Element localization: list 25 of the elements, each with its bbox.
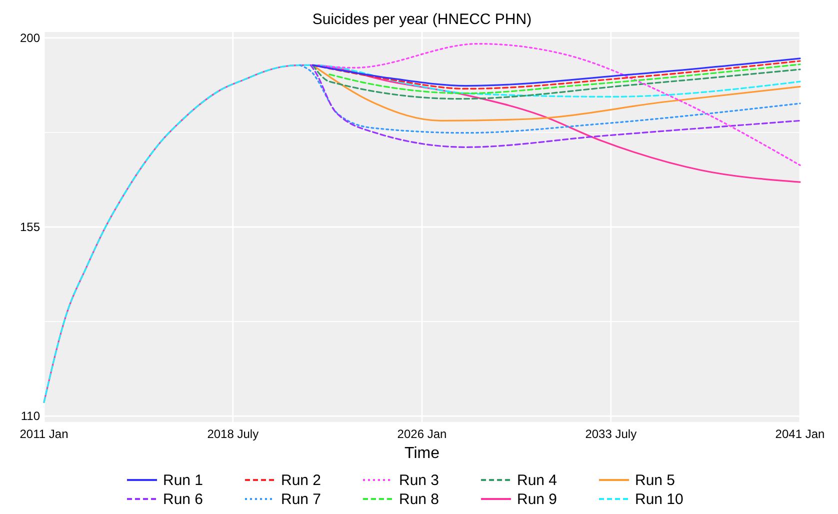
chart-title: Suicides per year (HNECC PHN) — [312, 11, 532, 28]
x-tick-label: 2026 Jan — [397, 427, 447, 441]
line-series — [43, 64, 801, 404]
legend-label: Run 3 — [399, 472, 440, 489]
legend-label: Run 10 — [635, 491, 684, 508]
legend-label: Run 5 — [635, 472, 676, 489]
legend-label: Run 9 — [517, 491, 558, 508]
legend-label: Run 2 — [281, 472, 322, 489]
x-tick-label: 2018 July — [207, 427, 259, 441]
legend-label: Run 1 — [163, 472, 204, 489]
legend-label: Run 6 — [163, 491, 204, 508]
line-series — [312, 64, 801, 100]
line-series — [299, 64, 801, 134]
y-tick-label: 110 — [20, 409, 40, 424]
x-tick-label: 2011 Jan — [20, 427, 68, 441]
line-series — [328, 64, 801, 94]
x-axis-title: Time — [404, 445, 440, 462]
x-tick-label: 2041 Jan — [775, 427, 825, 441]
legend-label: Run 8 — [399, 491, 440, 508]
y-tick-label: 200 — [20, 30, 40, 45]
line-series — [310, 64, 801, 148]
legend-label: Run 4 — [517, 472, 558, 489]
legend-label: Run 7 — [281, 491, 322, 508]
y-tick-label: 155 — [20, 220, 40, 234]
x-tick-label: 2033 July — [585, 427, 637, 441]
